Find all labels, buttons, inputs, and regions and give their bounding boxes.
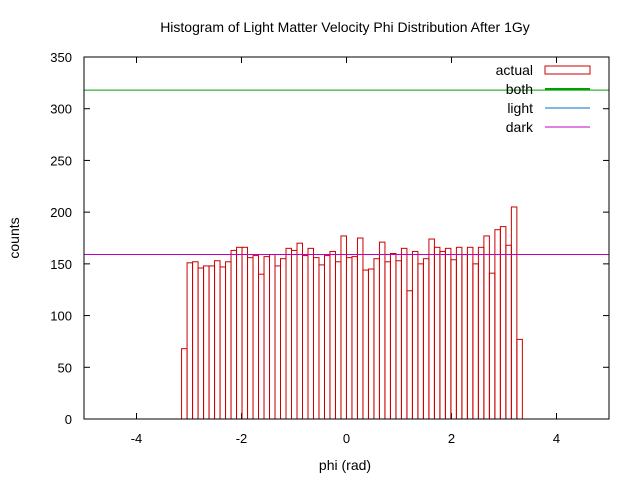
histogram-bar: [285, 247, 293, 420]
histogram-bar: [192, 261, 199, 420]
histogram-bar: [411, 250, 419, 420]
histogram-bar: [444, 247, 452, 420]
histogram-bar: [225, 261, 232, 420]
histogram-bar: [378, 241, 386, 420]
histogram-bar: [307, 247, 314, 420]
histogram-bar: [433, 246, 441, 420]
histogram-bar: [477, 246, 485, 420]
histogram-bar: [340, 235, 347, 420]
legend-label-both: both: [506, 81, 533, 97]
histogram-bar: [356, 237, 364, 420]
plot-frame: [83, 56, 610, 420]
histogram-bar: [455, 246, 463, 420]
y-tick-label: 250: [50, 153, 72, 168]
y-axis-label: counts: [6, 217, 22, 258]
histogram-bar: [214, 260, 221, 420]
histogram-bar: [263, 256, 271, 420]
histogram-bar: [384, 261, 391, 420]
y-tick-label: 300: [50, 102, 72, 117]
x-tick-label: -4: [131, 431, 143, 446]
chart-title: Histogram of Light Matter Velocity Phi D…: [160, 19, 530, 35]
histogram-bar: [461, 254, 468, 420]
histogram-bar: [422, 258, 430, 420]
histogram-bar: [505, 244, 512, 420]
histogram-bar: [219, 266, 227, 420]
histogram-bar: [312, 257, 320, 420]
histogram-bar: [466, 246, 474, 420]
legend-label-actual: actual: [496, 62, 533, 78]
histogram-bar: [241, 246, 249, 420]
legend-label-light: light: [507, 100, 533, 116]
histogram-bar: [291, 249, 298, 420]
histogram-bar: [351, 256, 358, 420]
histogram-bar: [296, 242, 303, 420]
histogram-bar: [247, 257, 254, 420]
histogram-bar: [186, 262, 194, 420]
x-tick-label: 0: [343, 431, 350, 446]
histogram-bar: [274, 265, 282, 420]
histogram-bar: [439, 250, 446, 420]
y-tick-label: 100: [50, 309, 72, 324]
histogram-bar: [494, 229, 501, 420]
histogram-bar: [334, 261, 342, 420]
histogram-bar: [406, 290, 413, 420]
y-tick-label: 350: [50, 50, 72, 65]
histogram-bar: [280, 258, 287, 420]
histogram-bar: [329, 250, 336, 420]
legend-label-dark: dark: [506, 119, 534, 135]
histogram-bar: [345, 257, 353, 420]
histogram-bar: [499, 226, 507, 420]
histogram-bar: [450, 259, 457, 420]
histogram-bar: [373, 258, 380, 420]
histogram-bar: [510, 206, 518, 420]
y-tick-label: 50: [58, 360, 72, 375]
y-tick-label: 0: [65, 412, 72, 427]
histogram-bar: [428, 238, 435, 420]
histogram-bar: [258, 273, 265, 420]
histogram-bar: [301, 255, 309, 420]
histogram-bar: [483, 235, 490, 420]
legend: actual both light dark: [496, 62, 591, 135]
histogram-bar: [269, 254, 276, 420]
y-tick-label: 150: [50, 257, 72, 272]
histogram-bar: [203, 265, 210, 420]
histogram-bar: [197, 267, 205, 420]
histogram-bar: [323, 255, 331, 420]
histogram-bar: [516, 338, 523, 420]
legend-swatch-actual: [544, 65, 591, 75]
histogram-bar: [395, 260, 402, 420]
x-tick-label: 4: [553, 431, 560, 446]
histogram-bar: [472, 263, 479, 420]
x-axis-label: phi (rad): [319, 457, 371, 473]
x-tick-label: -2: [236, 431, 248, 446]
histogram-bar: [318, 264, 325, 420]
plot-area: 0 50 100 150 200 250 300 350 -4 -2 0 2 4: [50, 50, 610, 446]
histogram-bar: [208, 265, 216, 420]
y-tick-label: 200: [50, 205, 72, 220]
x-tick-label: 2: [448, 431, 455, 446]
histogram-bar: [181, 348, 188, 420]
histogram-bar: [400, 247, 408, 420]
histogram-bar: [417, 263, 424, 420]
histogram-bar: [367, 268, 375, 420]
histogram-bar: [488, 272, 496, 420]
histogram-bar: [389, 253, 397, 420]
histogram-bar: [236, 246, 243, 420]
histogram-bar: [230, 249, 238, 420]
histogram-bar: [252, 255, 260, 420]
histogram-bar: [362, 269, 369, 420]
